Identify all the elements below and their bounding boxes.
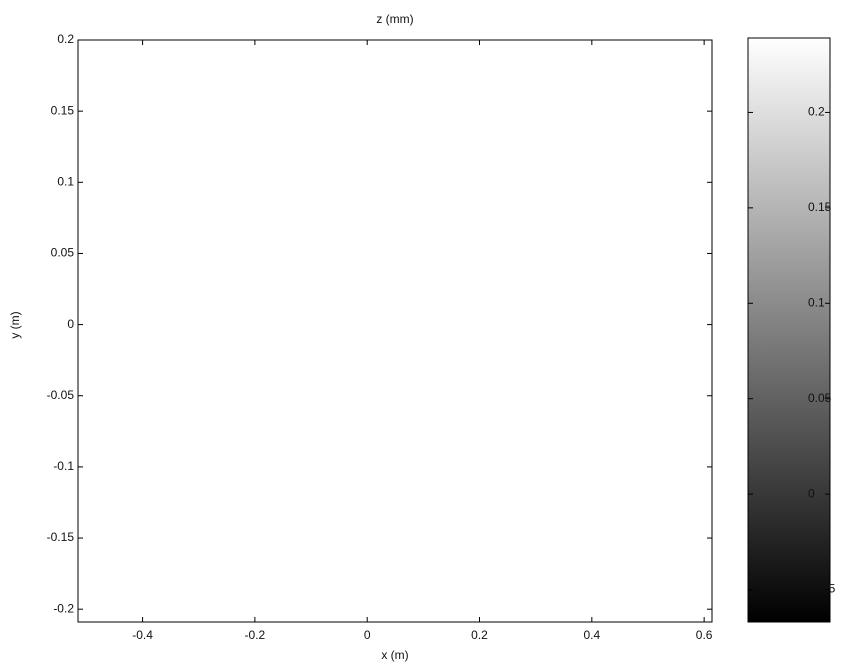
x-tick-label: -0.2 (245, 628, 266, 642)
colorbar-tick-label: 0.15 (808, 200, 832, 214)
y-axis-label: y (m) (8, 311, 22, 338)
y-tick-label: 0.05 (51, 246, 75, 260)
y-tick-label: -0.05 (47, 388, 75, 402)
colorbar-tick-label: 0.2 (808, 105, 825, 119)
y-tick-label: -0.2 (53, 601, 74, 615)
y-tick-label: -0.1 (53, 459, 74, 473)
colorbar-tick-label: 0 (808, 486, 815, 500)
x-tick-label: 0.4 (583, 628, 600, 642)
x-axis-label: x (m) (381, 648, 408, 662)
colorbar (747, 37, 831, 623)
y-tick-label: 0.15 (51, 103, 75, 117)
y-tick-label: 0 (67, 317, 74, 331)
chart-title: z (mm) (376, 12, 413, 26)
colorbar-tick-label: 0.05 (808, 391, 832, 405)
y-tick-label: 0.2 (57, 32, 74, 46)
y-tick-label: 0.1 (57, 174, 74, 188)
y-tick-label: -0.15 (47, 530, 75, 544)
x-tick-label: 0.6 (696, 628, 713, 642)
colorbar-tick-label: -0.05 (808, 582, 836, 596)
x-tick-label: 0.2 (471, 628, 488, 642)
x-tick-label: 0 (364, 628, 371, 642)
colorbar-tick-label: 0.1 (808, 295, 825, 309)
plot-frame (77, 39, 713, 623)
x-tick-label: -0.4 (132, 628, 153, 642)
